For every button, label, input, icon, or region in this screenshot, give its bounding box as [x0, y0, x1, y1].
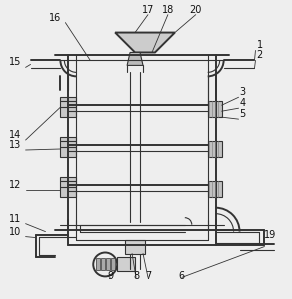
Text: 5: 5	[239, 109, 246, 119]
Polygon shape	[115, 33, 175, 52]
Text: 6: 6	[179, 271, 185, 281]
Text: 19: 19	[265, 230, 277, 239]
Text: 8: 8	[133, 271, 139, 281]
Text: 16: 16	[49, 13, 62, 23]
Bar	[125, 239, 145, 254]
Text: 17: 17	[142, 5, 154, 15]
Bar	[106, 258, 110, 270]
Bar	[208, 181, 222, 197]
Text: 15: 15	[9, 57, 21, 67]
Text: 20: 20	[190, 5, 202, 15]
Bar	[60, 177, 76, 197]
Bar	[208, 101, 222, 117]
Text: 4: 4	[239, 98, 246, 108]
Text: 9: 9	[107, 271, 113, 281]
Text: 11: 11	[9, 214, 21, 224]
Text: 10: 10	[9, 227, 21, 237]
Text: 14: 14	[9, 130, 21, 140]
Text: 13: 13	[9, 140, 21, 150]
Text: 2: 2	[256, 51, 263, 60]
Text: 12: 12	[9, 180, 21, 190]
Bar	[101, 258, 105, 270]
Text: 3: 3	[239, 87, 246, 97]
Text: 7: 7	[145, 271, 151, 281]
Bar	[96, 258, 100, 270]
Bar	[117, 257, 135, 271]
Bar	[111, 258, 115, 270]
Bar	[60, 137, 76, 157]
Text: 1: 1	[256, 40, 263, 51]
Polygon shape	[127, 52, 143, 65]
Text: 18: 18	[162, 5, 174, 15]
Bar	[60, 97, 76, 117]
Bar	[208, 141, 222, 157]
